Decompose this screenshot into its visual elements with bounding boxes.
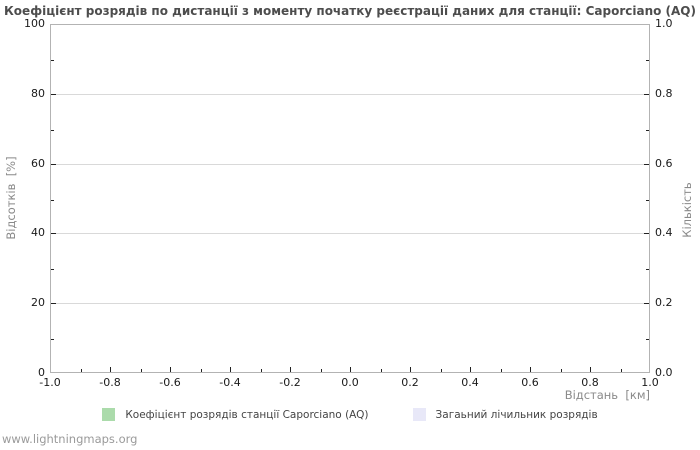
x-tick-label: 0.6 — [521, 376, 539, 389]
y-tick-right — [644, 233, 649, 235]
y-tick-label-left: 80 — [31, 86, 45, 100]
x-tick-label: 0.2 — [401, 376, 419, 389]
x-tick — [290, 367, 291, 372]
x-tick-label: -0.4 — [219, 376, 241, 389]
y-tick-label-left: 20 — [31, 296, 45, 310]
legend-label-total-counter: Загаьний лічильник розрядів — [435, 408, 598, 421]
y-tick-left — [51, 233, 56, 235]
legend-swatch-station-coefficient — [102, 408, 116, 421]
x-tick — [230, 367, 231, 372]
y-tick-left — [51, 303, 56, 305]
x-minor-tick — [561, 369, 562, 372]
y-tick-label-right: 0.4 — [655, 226, 673, 240]
y-minor-tick-left — [51, 269, 54, 271]
x-minor-tick — [141, 369, 142, 372]
legend: Коефіцієнт розрядів станції Caporciano (… — [0, 408, 700, 421]
y-tick-right — [644, 303, 649, 305]
x-tick-label: -0.8 — [99, 376, 121, 389]
x-tick — [350, 367, 351, 372]
gridline — [51, 163, 649, 165]
y-minor-tick-left — [51, 339, 54, 341]
legend-label-station-coefficient: Коефіцієнт розрядів станції Caporciano (… — [125, 408, 369, 421]
y-minor-tick-right — [646, 269, 649, 271]
legend-swatch-total-counter — [412, 408, 426, 421]
x-tick — [170, 367, 171, 372]
y-tick-left — [51, 93, 56, 95]
y-tick-right — [644, 93, 649, 95]
chart-title: Коефіцієнт розрядів по дистанції з момен… — [4, 4, 696, 18]
y-tick-left — [51, 163, 56, 165]
y-tick-label-right: 0.0 — [655, 366, 673, 379]
gridline — [51, 303, 649, 305]
x-minor-tick — [381, 369, 382, 372]
y-tick-label-right: 1.0 — [655, 17, 673, 30]
x-minor-tick — [501, 369, 502, 372]
y-tick-label-left: 40 — [31, 226, 45, 240]
x-tick — [410, 367, 411, 372]
y-tick-right — [644, 163, 649, 165]
y-minor-tick-left — [51, 129, 54, 131]
plot-area — [50, 24, 650, 373]
x-minor-tick — [441, 369, 442, 372]
x-minor-tick — [201, 369, 202, 372]
y-minor-tick-right — [646, 59, 649, 61]
legend-item-total-counter: Загаьний лічильник розрядів — [412, 408, 598, 421]
x-tick — [470, 367, 471, 372]
x-minor-tick — [261, 369, 262, 372]
y-tick-label-left: 100 — [24, 17, 45, 30]
x-minor-tick — [321, 369, 322, 372]
x-tick-label: -0.6 — [159, 376, 181, 389]
watermark-url: www.lightningmaps.org — [2, 432, 138, 446]
x-tick — [530, 367, 531, 372]
x-tick — [110, 367, 111, 372]
gridline — [51, 233, 649, 235]
y-tick-label-right: 0.6 — [655, 156, 673, 170]
x-tick-label: 0.8 — [581, 376, 599, 389]
y-minor-tick-right — [646, 339, 649, 341]
x-tick-label: -0.2 — [279, 376, 301, 389]
x-minor-tick — [621, 369, 622, 372]
x-tick-label: 1.0 — [641, 376, 659, 389]
x-minor-tick — [81, 369, 82, 372]
y-tick-label-right: 0.2 — [655, 296, 673, 310]
legend-item-station-coefficient: Коефіцієнт розрядів станції Caporciano (… — [102, 408, 369, 421]
y-minor-tick-right — [646, 129, 649, 131]
y-minor-tick-left — [51, 59, 54, 61]
x-tick — [590, 367, 591, 372]
y-tick-label-left: 60 — [31, 156, 45, 170]
x-tick-label: -1.0 — [39, 376, 61, 389]
x-tick-label: 0.0 — [341, 376, 359, 389]
y-tick-label-left: 0 — [38, 366, 45, 379]
y-minor-tick-right — [646, 199, 649, 201]
y-tick-label-right: 0.8 — [655, 86, 673, 100]
x-tick-label: 0.4 — [461, 376, 479, 389]
right-y-axis-label: Кількість — [680, 182, 694, 238]
gridline — [51, 93, 649, 95]
y-minor-tick-left — [51, 199, 54, 201]
x-axis-label: Відстань [км] — [564, 388, 650, 402]
